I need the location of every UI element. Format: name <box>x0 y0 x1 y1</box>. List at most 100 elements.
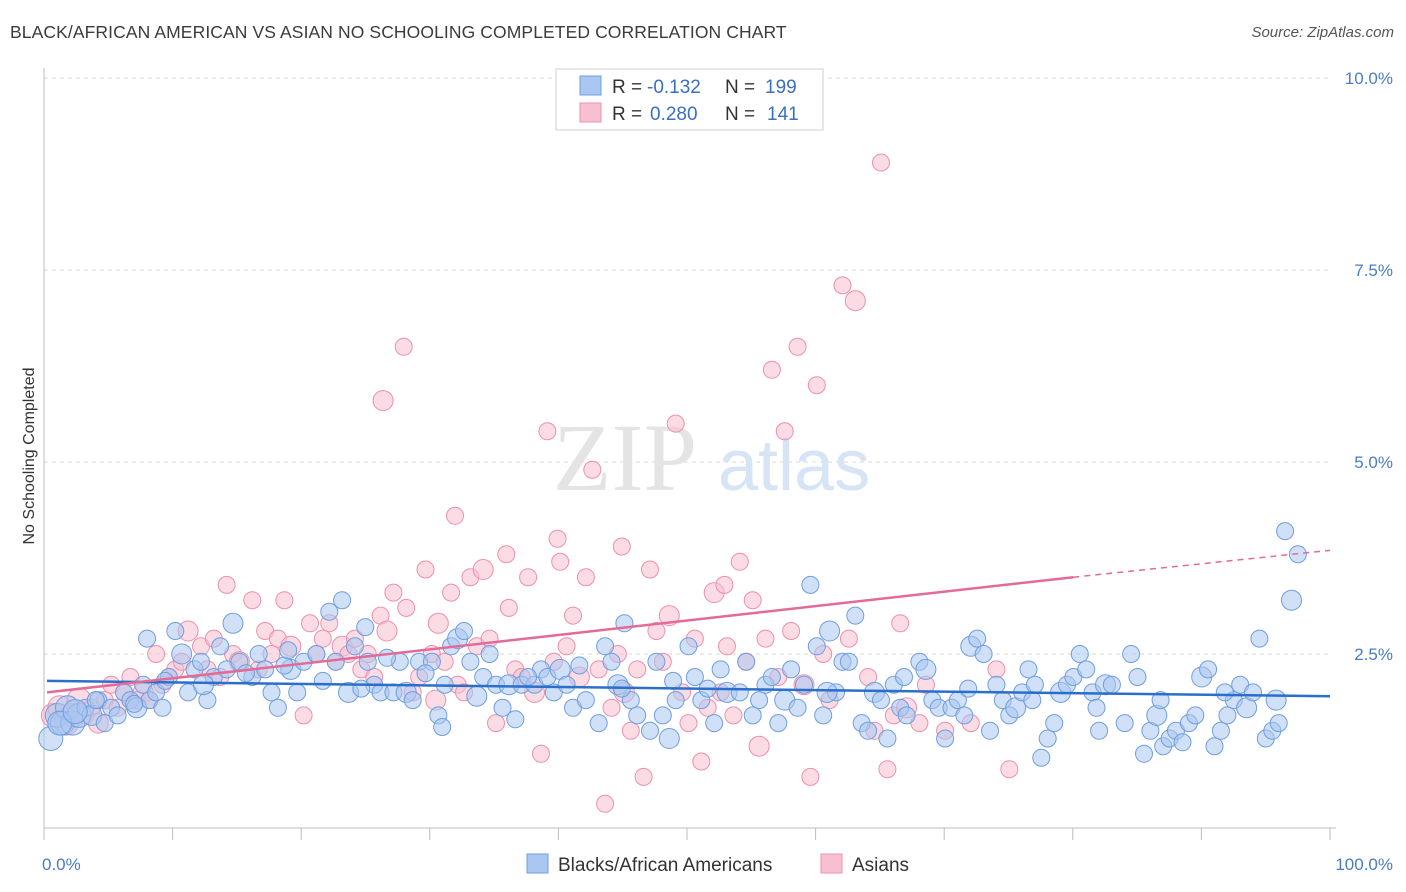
series-legend-swatch-blue <box>526 853 549 874</box>
asians-point <box>801 767 820 786</box>
asians-point <box>519 568 538 587</box>
blacks-point <box>641 721 659 740</box>
asians-point <box>724 706 743 725</box>
asians-point <box>718 637 736 656</box>
legend-swatch-blue <box>579 75 602 96</box>
y-axis-label: No Schooling Completed <box>21 368 38 545</box>
blacks-point <box>108 706 127 725</box>
blacks-point <box>895 668 913 686</box>
asians-point <box>557 637 576 656</box>
blacks-point <box>1250 629 1269 648</box>
asians-point <box>602 698 621 717</box>
blacks-point <box>666 691 685 710</box>
blacks-point <box>1102 675 1121 694</box>
blacks-point <box>249 645 268 663</box>
blacks-point <box>1218 706 1237 725</box>
legend-n-label-blue: N = <box>725 77 755 98</box>
blacks-point <box>125 694 144 713</box>
y-tick-label: 10.0% <box>1345 69 1393 88</box>
y-tick-label: 2.5% <box>1354 645 1393 664</box>
series-legend-label-pink: Asians <box>852 855 909 876</box>
asians-point <box>301 614 319 633</box>
blacks-point <box>981 721 999 740</box>
blacks-point <box>262 683 281 702</box>
blacks-point <box>506 710 525 729</box>
asians-point <box>666 414 685 433</box>
asians-point <box>833 276 852 295</box>
correlation-legend: R = -0.132 N = 199 R = 0.280 N = 141 <box>555 68 824 131</box>
blacks-point <box>788 698 807 717</box>
asians-point <box>775 422 794 441</box>
blacks-point <box>1173 733 1192 752</box>
blacks-point <box>685 668 704 686</box>
blacks-point <box>955 706 974 725</box>
blacks-point <box>859 721 878 740</box>
blacks-point <box>974 645 993 663</box>
blacks-point <box>166 622 185 640</box>
blacks-point <box>433 718 452 736</box>
asians-point <box>679 714 698 733</box>
asians-point <box>243 591 262 610</box>
asians-point <box>576 568 595 587</box>
blacks-point <box>750 691 769 710</box>
asians-point <box>487 714 505 733</box>
blacks-trend-line <box>46 679 1331 698</box>
asians-point <box>564 606 582 625</box>
asians-point <box>730 552 749 571</box>
asians-point <box>715 575 734 594</box>
blacks-point <box>711 660 730 679</box>
blacks-point <box>193 674 214 696</box>
blacks-point <box>769 714 788 733</box>
blacks-point <box>333 591 352 610</box>
blacks-point <box>1019 660 1038 679</box>
blacks-point <box>1135 744 1153 763</box>
blacks-point <box>480 645 499 663</box>
blacks-point <box>1070 645 1089 663</box>
blacks-point <box>762 668 781 686</box>
blacks-point <box>1276 522 1295 541</box>
blacks-point <box>589 714 608 733</box>
blacks-point <box>1077 660 1096 679</box>
axes <box>43 68 1336 840</box>
trend-lines <box>46 549 1331 698</box>
blacks-point <box>987 675 1006 694</box>
blacks-point <box>1128 668 1147 686</box>
blacks-point <box>647 652 666 671</box>
blacks-point <box>737 652 756 671</box>
blacks-point <box>1265 689 1287 711</box>
y-tick-label: 7.5% <box>1354 261 1393 280</box>
series-legend-swatch-pink <box>820 853 843 874</box>
x-tick-max: 100.0% <box>1335 855 1393 874</box>
blacks-point <box>356 618 375 637</box>
asians-point <box>1000 760 1019 779</box>
blacks-point <box>1269 714 1288 733</box>
blacks-point <box>664 671 683 690</box>
asians-point <box>532 744 550 763</box>
blacks-point <box>378 648 396 667</box>
blacks-point <box>959 679 978 698</box>
blacks-point <box>320 602 339 621</box>
blacks-point <box>153 698 172 717</box>
blacks-point <box>915 658 937 680</box>
blacks-point <box>602 652 621 671</box>
asians-point <box>551 552 570 571</box>
blacks-point <box>236 664 255 683</box>
asians-point <box>641 560 659 579</box>
series-legend-label-blue: Blacks/African Americans <box>558 855 772 876</box>
blacks-point <box>62 699 88 725</box>
asians-point <box>891 614 910 633</box>
blacks-point <box>192 652 210 671</box>
asians-point <box>548 529 567 548</box>
blacks-point <box>1032 748 1051 767</box>
asians-point <box>499 598 518 617</box>
blacks-point <box>519 668 538 686</box>
legend-r-value-blue: -0.132 <box>647 77 701 98</box>
asians-point <box>987 660 1006 679</box>
asians-point <box>596 794 615 813</box>
blacks-point <box>936 729 955 748</box>
blacks-point <box>679 637 698 656</box>
x-tick-min: 0.0% <box>42 855 81 874</box>
blacks-point <box>171 643 193 665</box>
asians-point <box>647 622 666 640</box>
